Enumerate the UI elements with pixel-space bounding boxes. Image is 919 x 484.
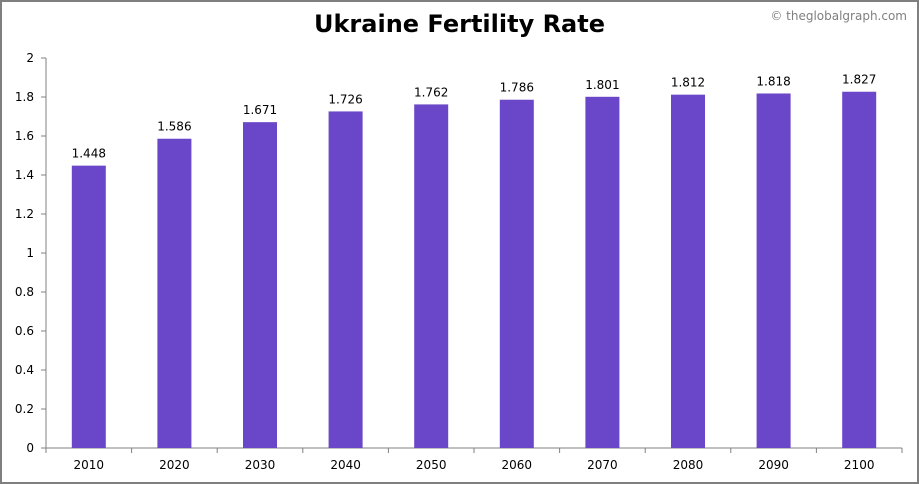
data-label: 1.726 xyxy=(328,92,362,106)
source-credit: © theglobalgraph.com xyxy=(770,9,907,23)
x-tick-label: 2020 xyxy=(159,458,190,472)
bar-2090 xyxy=(756,93,791,449)
y-tick-label: 1.8 xyxy=(15,90,34,104)
bar-2020 xyxy=(157,138,192,449)
data-label: 1.762 xyxy=(414,85,448,99)
x-tick-label: 2040 xyxy=(330,458,361,472)
bars-group xyxy=(71,91,877,449)
data-label: 1.786 xyxy=(500,81,534,95)
bar-2040 xyxy=(328,111,363,449)
data-label: 1.586 xyxy=(157,120,191,134)
bar-2060 xyxy=(499,99,534,448)
y-tick-label: 0.4 xyxy=(15,363,34,377)
x-tick-label: 2060 xyxy=(502,458,533,472)
bar-2030 xyxy=(243,122,277,448)
x-tick-label: 2070 xyxy=(587,458,618,472)
data-label: 1.812 xyxy=(671,76,705,90)
x-tick-label: 2030 xyxy=(245,458,276,472)
chart-title: Ukraine Fertility Rate xyxy=(313,10,605,38)
y-tick-label: 0.2 xyxy=(15,402,34,416)
bar-2070 xyxy=(585,96,620,449)
data-label: 1.827 xyxy=(842,73,876,87)
x-tick-label: 2080 xyxy=(673,458,704,472)
x-tick-label: 2090 xyxy=(758,458,789,472)
data-label: 1.448 xyxy=(72,147,106,161)
bar-2080 xyxy=(671,94,705,448)
x-tick-label: 2100 xyxy=(844,458,875,472)
y-tick-label: 1.2 xyxy=(15,207,34,221)
bar-2050 xyxy=(414,104,449,448)
data-label: 1.801 xyxy=(585,78,619,92)
y-tick-label: 0.6 xyxy=(15,324,34,338)
y-tick-label: 0.8 xyxy=(15,285,34,299)
data-labels-group: 1.448 1.586 1.671 1.726 1.762 1.786 1.801 1.812… xyxy=(72,73,877,161)
y-tick-label: 0 xyxy=(26,441,34,455)
y-tick-label: 2 xyxy=(26,51,34,65)
x-tick-label: 2010 xyxy=(74,458,105,472)
y-tick-label: 1.6 xyxy=(15,129,34,143)
y-tick-label: 1 xyxy=(26,246,34,260)
data-label: 1.671 xyxy=(243,103,277,117)
y-tick-label: 1.4 xyxy=(15,168,34,182)
bar-2100 xyxy=(842,91,877,449)
x-tick-label: 2050 xyxy=(416,458,447,472)
bar-2010 xyxy=(71,165,106,448)
data-label: 1.818 xyxy=(756,74,790,88)
